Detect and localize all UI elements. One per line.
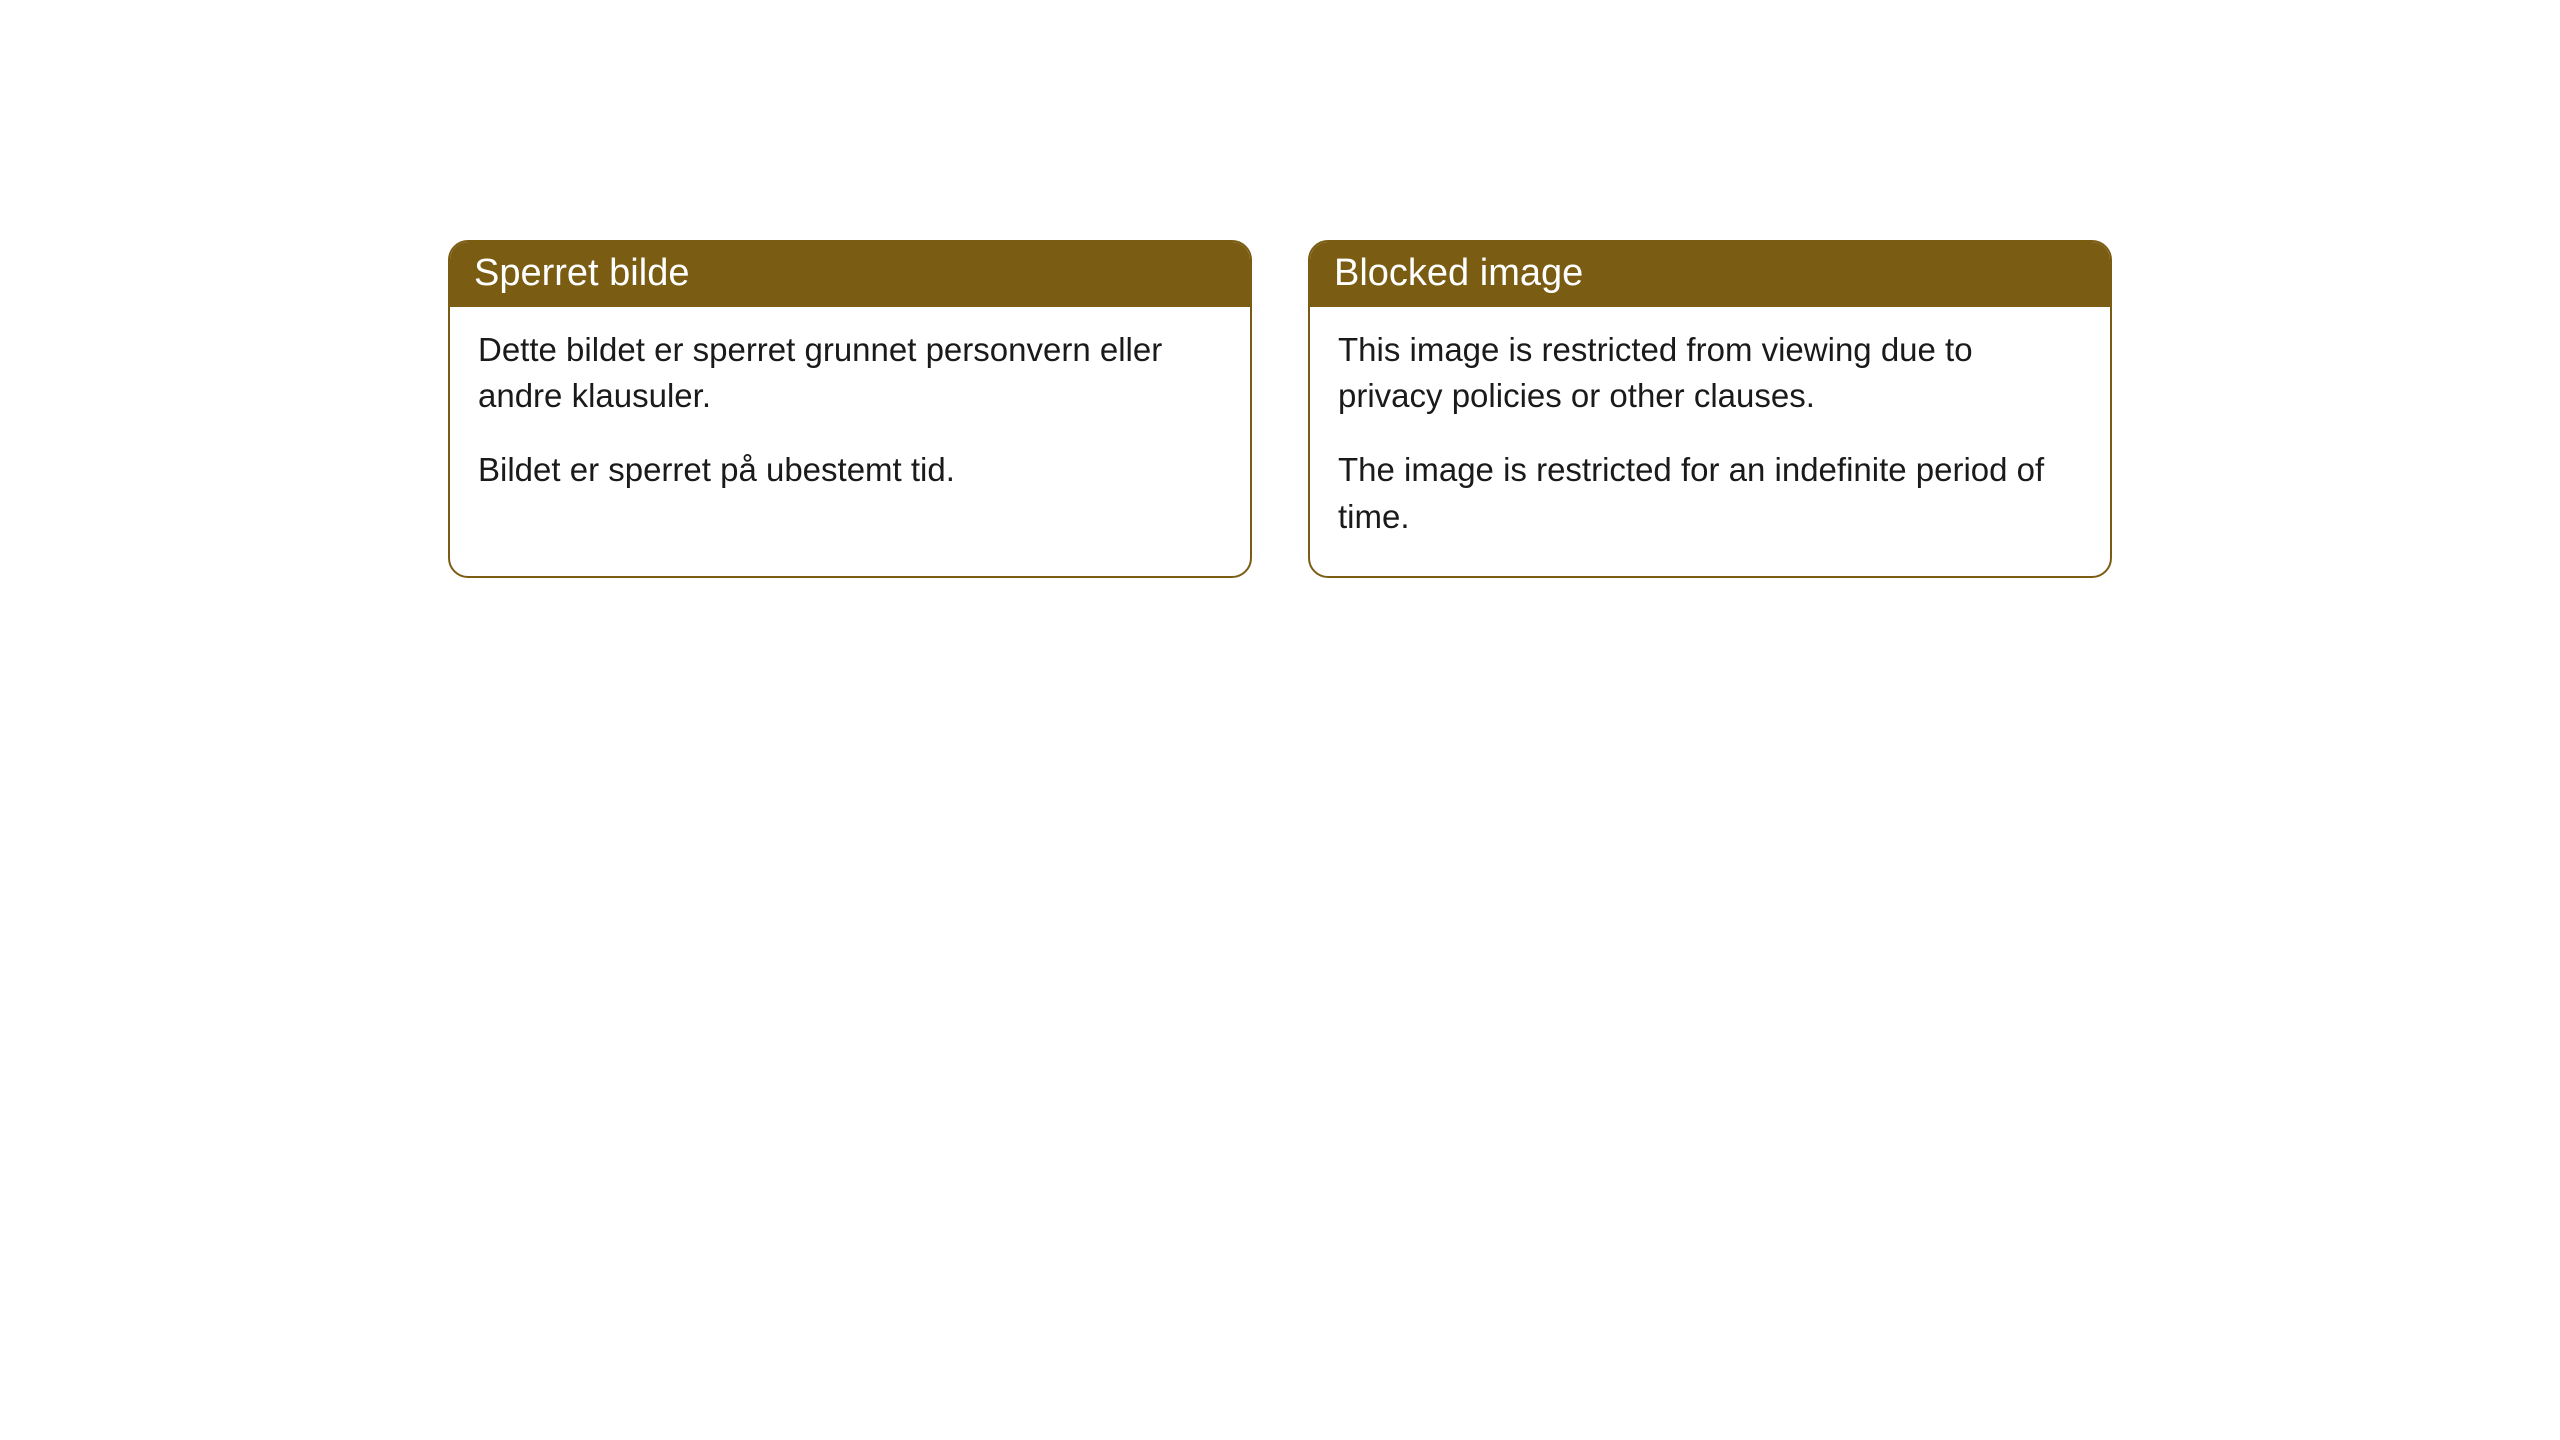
notice-body-english: This image is restricted from viewing du… (1310, 307, 2110, 576)
notice-body-norwegian: Dette bildet er sperret grunnet personve… (450, 307, 1250, 530)
notice-container: Sperret bilde Dette bildet er sperret gr… (448, 240, 2112, 578)
notice-paragraph: The image is restricted for an indefinit… (1338, 447, 2082, 539)
notice-card-norwegian: Sperret bilde Dette bildet er sperret gr… (448, 240, 1252, 578)
notice-header-english: Blocked image (1310, 242, 2110, 307)
notice-paragraph: Bildet er sperret på ubestemt tid. (478, 447, 1222, 493)
notice-paragraph: This image is restricted from viewing du… (1338, 327, 2082, 419)
notice-card-english: Blocked image This image is restricted f… (1308, 240, 2112, 578)
notice-header-norwegian: Sperret bilde (450, 242, 1250, 307)
notice-paragraph: Dette bildet er sperret grunnet personve… (478, 327, 1222, 419)
